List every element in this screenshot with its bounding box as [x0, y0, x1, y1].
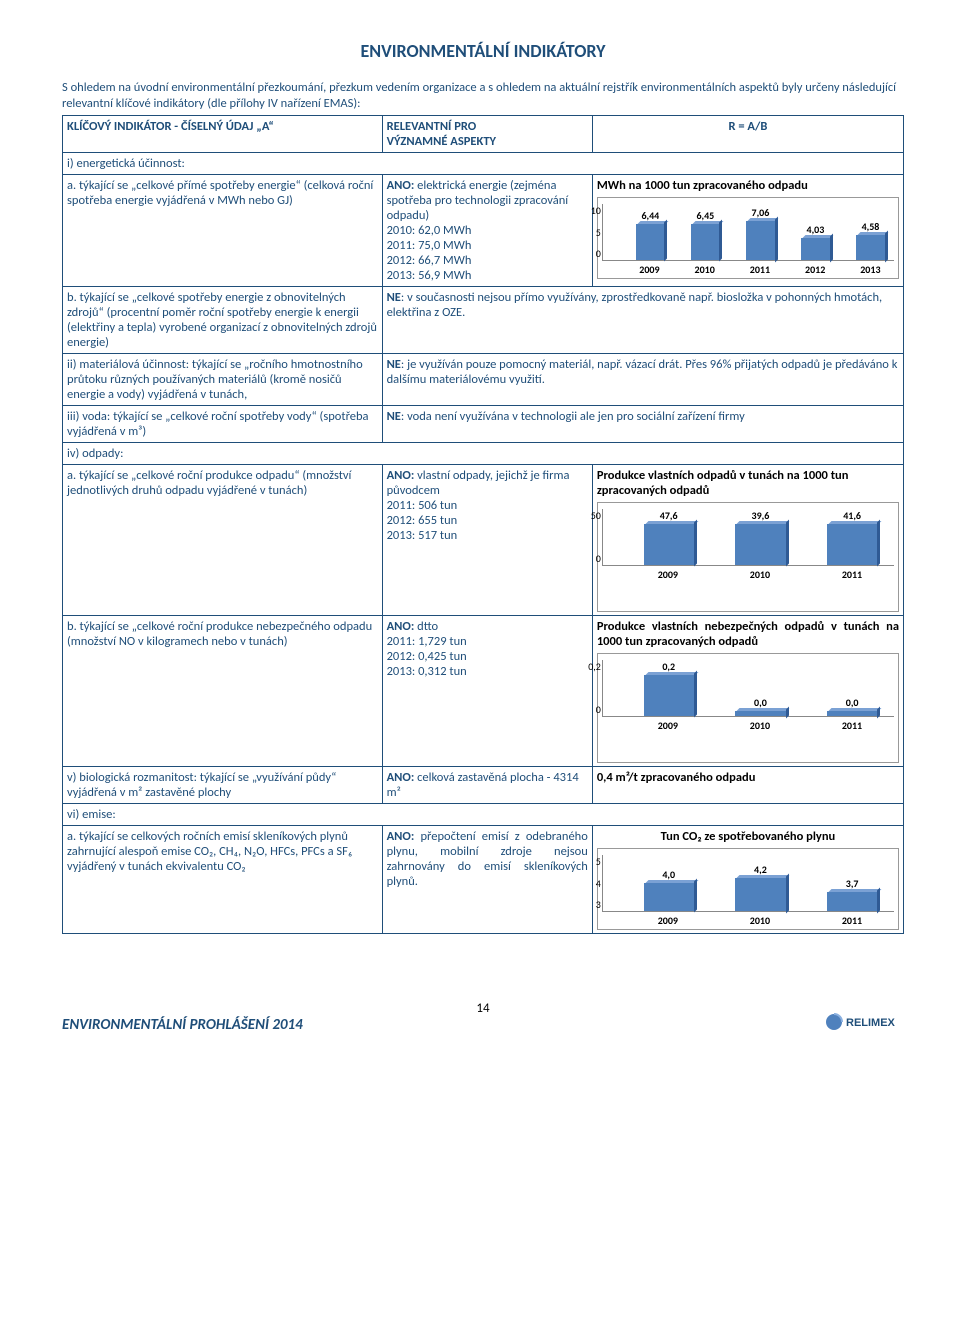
ne-text: : voda není využívána v technologii ale … — [401, 409, 745, 424]
cell-v-rel: ANO: celková zastavěná plocha - 4314 m² — [382, 767, 592, 804]
cell-via-rel: ANO: přepočtení emisí z odebraného plynu… — [382, 826, 592, 934]
th-relevant-line2: VÝZNAMNÉ ASPEKTY — [387, 134, 496, 149]
ano-label: ANO: — [387, 619, 415, 634]
row-ia: a. týkající se „celkové přímé spotřeby e… — [63, 175, 904, 287]
rel-text: dtto — [417, 619, 438, 634]
ne-text: : v současnosti nejsou přímo využívány, … — [387, 290, 883, 320]
ano-label: ANO: — [387, 178, 415, 193]
section-iv: iv) odpady: — [63, 443, 904, 465]
ano-label: ANO: — [387, 468, 415, 483]
indicator-table: KLÍČOVÝ INDIKÁTOR - ČÍSELNÝ ÚDAJ „A“ REL… — [62, 115, 904, 934]
cell-ivb-rel: ANO: dtto 2011: 1,729 tun 2012: 0,425 tu… — [382, 616, 592, 767]
th-relevant: RELEVANTNÍ PRO VÝZNAMNÉ ASPEKTY — [382, 116, 592, 153]
cell-ivb-chart: Produkce vlastních nebezpečných odpadů v… — [592, 616, 903, 767]
cell-ii-ind: ii) materiálová účinnost: týkající se „r… — [63, 354, 383, 406]
th-relevant-line1: RELEVANTNÍ PRO — [387, 119, 477, 134]
page-title: ENVIRONMENTÁLNÍ INDIKÁTORY — [62, 40, 904, 62]
cell-ia-ind: a. týkající se „celkové přímé spotřeby e… — [63, 175, 383, 287]
cell-ivb-ind: b. týkající se „celkové roční produkce n… — [63, 616, 383, 767]
ano-label: ANO: — [387, 770, 415, 785]
row-ii: ii) materiálová účinnost: týkající se „r… — [63, 354, 904, 406]
rel-text: celková zastavěná plocha - 4314 m² — [387, 770, 579, 800]
cell-ia-rel: ANO: elektrická energie (zejména spotřeb… — [382, 175, 592, 287]
page-footer: 14 ENVIRONMENTÁLNÍ PROHLÁŠENÍ 2014 RELIM… — [62, 994, 904, 1034]
rel-line: 2012: 66,7 MWh — [387, 253, 472, 268]
ano-label: ANO: — [387, 829, 415, 844]
rel-line: 2013: 0,312 tun — [387, 664, 467, 679]
cell-iva-chart: Produkce vlastních odpadů v tunách na 10… — [592, 465, 903, 616]
rel-line: 2012: 655 tun — [387, 513, 458, 528]
row-via: a. týkající se celkových ročních emisí s… — [63, 826, 904, 934]
row-ib: b. týkající se „celkové spotřeby energie… — [63, 287, 904, 354]
rel-text: vlastní odpady, jejichž je firma původce… — [387, 468, 570, 498]
chart-ia: 10506,446,457,064,034,582009201020112012… — [597, 197, 899, 279]
cell-via-ind: a. týkající se celkových ročních emisí s… — [63, 826, 383, 934]
cell-ii-rel: NE: je využíván pouze pomocný materiál, … — [382, 354, 903, 406]
cell-v-ind: v) biologická rozmanitost: týkající se „… — [63, 767, 383, 804]
intro-paragraph: S ohledem na úvodní environmentální přez… — [62, 80, 904, 111]
relimex-logo: RELIMEX — [824, 1004, 904, 1040]
cell-v-res: 0,4 m²/t zpracovaného odpadu — [592, 767, 903, 804]
cell-iii-ind: iii) voda: týkající se „celkové roční sp… — [63, 406, 383, 443]
rel-line: 2013: 517 tun — [387, 528, 458, 543]
cell-ia-chart: MWh na 1000 tun zpracovaného odpadu 1050… — [592, 175, 903, 287]
row-iii: iii) voda: týkající se „celkové roční sp… — [63, 406, 904, 443]
cell-via-chart: Tun CO₂ ze spotřebovaného plynu 5434,04,… — [592, 826, 903, 934]
chart-title: Produkce vlastních odpadů v tunách na 10… — [597, 468, 899, 498]
rel-line: 2011: 1,729 tun — [387, 634, 467, 649]
cell-iva-rel: ANO: vlastní odpady, jejichž je firma pů… — [382, 465, 592, 616]
th-indicator: KLÍČOVÝ INDIKÁTOR - ČÍSELNÝ ÚDAJ „A“ — [63, 116, 383, 153]
cell-ib-rel: NE: v současnosti nejsou přímo využívány… — [382, 287, 903, 354]
rel-line: 2011: 75,0 MWh — [387, 238, 472, 253]
page-number: 14 — [476, 1001, 489, 1016]
row-v: v) biologická rozmanitost: týkající se „… — [63, 767, 904, 804]
rel-line: 2012: 0,425 tun — [387, 649, 467, 664]
ne-text: : je využíván pouze pomocný materiál, na… — [387, 357, 898, 387]
table-header-row: KLÍČOVÝ INDIKÁTOR - ČÍSELNÝ ÚDAJ „A“ REL… — [63, 116, 904, 153]
chart-iva: 50047,639,641,6200920102011 — [597, 502, 899, 612]
rel-text: přepočtení emisí z odebraného plynu, mob… — [387, 829, 588, 889]
row-ivb: b. týkající se „celkové roční produkce n… — [63, 616, 904, 767]
rel-line: 2010: 62,0 MWh — [387, 223, 472, 238]
footer-title: ENVIRONMENTÁLNÍ PROHLÁŠENÍ 2014 — [62, 1016, 303, 1034]
th-result: R = A/B — [592, 116, 903, 153]
section-vi: vi) emise: — [63, 804, 904, 826]
section-i: i) energetická účinnost: — [63, 153, 904, 175]
cell-iva-ind: a. týkající se „celkové roční produkce o… — [63, 465, 383, 616]
chart-title: Produkce vlastních nebezpečných odpadů v… — [597, 619, 899, 649]
rel-text: elektrická energie (zejména spotřeba pro… — [387, 178, 569, 223]
cell-iii-rel: NE: voda není využívána v technologii al… — [382, 406, 903, 443]
chart-ivb: 0,200,20,00,0200920102011 — [597, 653, 899, 763]
chart-title: MWh na 1000 tun zpracovaného odpadu — [597, 178, 899, 193]
cell-ib-ind: b. týkající se „celkové spotřeby energie… — [63, 287, 383, 354]
rel-line: 2011: 506 tun — [387, 498, 458, 513]
rel-line: 2013: 56,9 MWh — [387, 268, 472, 283]
chart-via: 5434,04,23,7200920102011 — [597, 848, 899, 930]
svg-text:RELIMEX: RELIMEX — [846, 1017, 896, 1029]
chart-title: Tun CO₂ ze spotřebovaného plynu — [597, 829, 899, 844]
row-iva: a. týkající se „celkové roční produkce o… — [63, 465, 904, 616]
